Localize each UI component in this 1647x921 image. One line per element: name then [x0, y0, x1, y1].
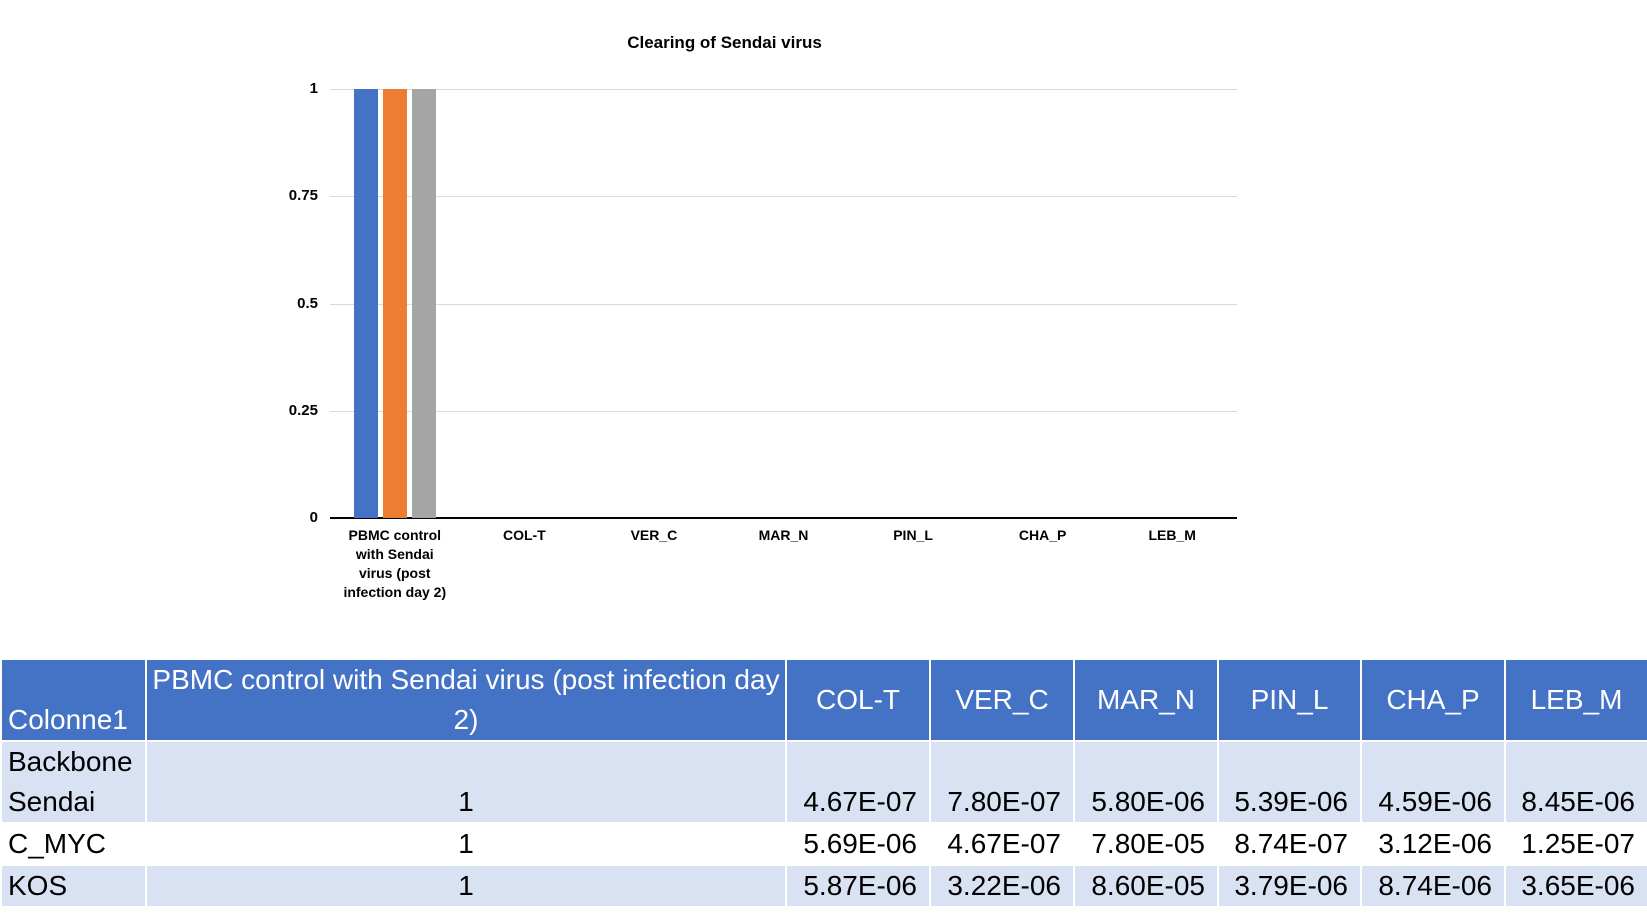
cell-r2-c6: 8.74E-06 — [1360, 864, 1506, 908]
x-tick-label-1: COL-T — [502, 527, 546, 543]
table-row-1: C_MYC 1 5.69E-06 4.67E-07 7.80E-05 8.74E-07 3.… — [0, 822, 1647, 866]
y-tick-label-0.25: 0.25 — [288, 401, 318, 419]
x-tick-label-6: LEB_M — [1148, 527, 1196, 543]
x-tick-label-0: PBMC control with Sendai virus (post inf… — [343, 527, 447, 600]
table-row-0: Backbone Sendai 1 4.67E-07 7.80E-07 5.80E-06… — [0, 740, 1647, 824]
cell-r2-c4: 8.60E-05 — [1073, 864, 1219, 908]
cell-r2-c2: 5.87E-06 — [785, 864, 931, 908]
cell-r1-c1: 1 — [145, 822, 787, 866]
column-header-6: CHA_P — [1360, 658, 1506, 742]
y-axis: 0 0.25 0.5 0.75 1 — [240, 80, 318, 526]
cell-r1-c3: 4.67E-07 — [929, 822, 1075, 866]
cell-r0-c6: 4.59E-06 — [1360, 740, 1506, 824]
row-label-2: KOS — [0, 864, 147, 908]
x-tick-label-2: VER_C — [630, 527, 678, 543]
cell-r0-c2: 4.67E-07 — [785, 740, 931, 824]
y-tick-label-0.75: 0.75 — [288, 187, 318, 205]
cell-r2-c3: 3.22E-06 — [929, 864, 1075, 908]
cell-r1-c4: 7.80E-05 — [1073, 822, 1219, 866]
cell-r1-c7: 1.25E-07 — [1504, 822, 1647, 866]
cell-r0-c4: 5.80E-06 — [1073, 740, 1219, 824]
cell-r2-c1: 1 — [145, 864, 787, 908]
y-tick-label-0.5: 0.5 — [297, 294, 318, 312]
x-tick-label-4: PIN_L — [893, 527, 933, 543]
bar-c_myc-cat0 — [382, 89, 407, 518]
plot-area — [330, 89, 1237, 519]
gridline-1 — [330, 89, 1237, 90]
column-header-1: PBMC control with Sendai virus (post inf… — [145, 658, 787, 742]
row-label-1: C_MYC — [0, 822, 147, 866]
x-tick-label-5: CHA_P — [1018, 527, 1067, 543]
gridline-0.25 — [330, 410, 1237, 412]
row-label-0: Backbone Sendai — [0, 740, 147, 824]
gridline-0.75 — [330, 196, 1237, 198]
chart-title: Clearing of Sendai virus — [627, 33, 822, 52]
cell-r0-c5: 5.39E-06 — [1217, 740, 1362, 824]
cell-r1-c2: 5.69E-06 — [785, 822, 931, 866]
x-axis-line — [330, 517, 1237, 519]
column-header-3: VER_C — [929, 658, 1075, 742]
column-header-4: MAR_N — [1073, 658, 1219, 742]
x-tick-label-3: MAR_N — [758, 527, 809, 543]
bar-backbone-sendai-cat0 — [353, 89, 378, 518]
results-table: Colonne1 PBMC control with Sendai virus (… — [0, 658, 1647, 908]
cell-r0-c3: 7.80E-07 — [929, 740, 1075, 824]
y-tick-label-1: 1 — [309, 80, 318, 97]
cell-r0-c7: 8.45E-06 — [1504, 740, 1647, 824]
table-row-2: KOS 1 5.87E-06 3.22E-06 8.60E-05 3.79E-06 8.74… — [0, 864, 1647, 908]
y-tick-label-0: 0 — [309, 509, 318, 526]
bar-kos-cat0 — [411, 89, 436, 518]
column-header-0: Colonne1 — [0, 658, 147, 742]
cell-r1-c5: 8.74E-07 — [1217, 822, 1362, 866]
column-header-5: PIN_L — [1217, 658, 1362, 742]
cell-r2-c7: 3.65E-06 — [1504, 864, 1647, 908]
cell-r2-c5: 3.79E-06 — [1217, 864, 1362, 908]
cell-r1-c6: 3.12E-06 — [1360, 822, 1506, 866]
x-axis: PBMC control with Sendai virus (post inf… — [330, 526, 1237, 636]
column-header-2: COL-T — [785, 658, 931, 742]
table-header-row: Colonne1 PBMC control with Sendai virus (… — [0, 658, 1647, 742]
gridline-0.5 — [330, 303, 1237, 305]
column-header-7: LEB_M — [1504, 658, 1647, 742]
cell-r0-c1: 1 — [145, 740, 787, 824]
